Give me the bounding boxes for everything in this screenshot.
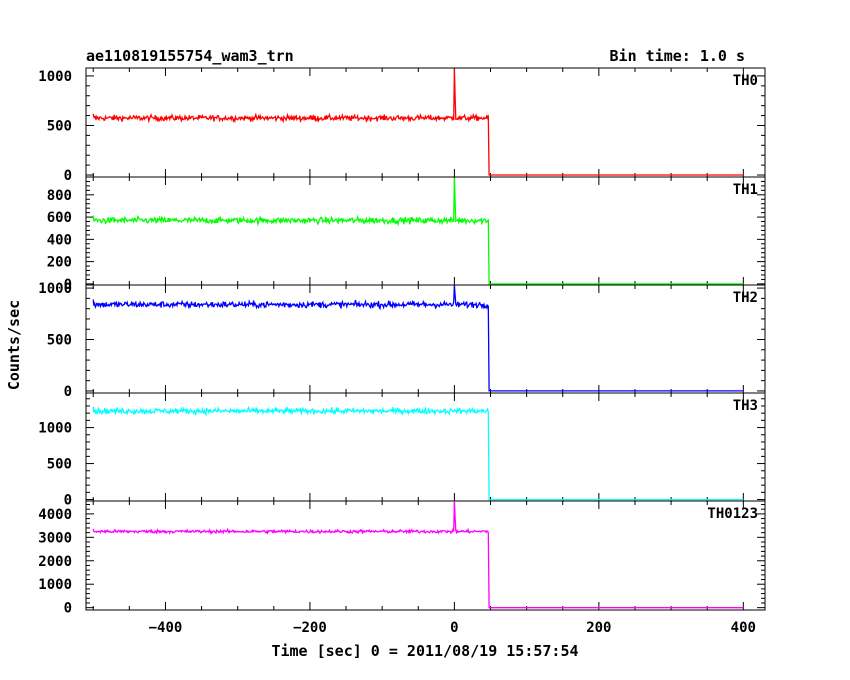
panel-label-th2: TH2: [733, 290, 758, 306]
panel-label-th0: TH0: [733, 73, 758, 89]
y-tick-label-th2: 500: [47, 333, 72, 349]
y-tick-label-th0123: 4000: [38, 507, 72, 523]
y-tick-label-th0: 1000: [38, 69, 72, 85]
panels-group: 0 500 1000 TH0 0 200 400 600 800 TH1 0 500 1000 TH2 0 5…: [38, 67, 766, 636]
series-line-th2: [92, 284, 744, 392]
x-tick-label: 0: [450, 620, 458, 636]
series-line-th1: [92, 178, 744, 285]
x-axis-label: Time [sec] 0 = 2011/08/19 15:57:54: [271, 642, 578, 660]
panel-frame-th0: [85, 67, 766, 178]
panel-label-th3: TH3: [733, 398, 758, 414]
panel-label-th1: TH1: [733, 182, 758, 198]
y-tick-label-th0123: 2000: [38, 554, 72, 570]
series-line-th3: [92, 405, 744, 501]
y-tick-label-th3: 500: [47, 457, 72, 473]
y-tick-label-th0123: 0: [64, 601, 72, 617]
y-axis-label: Counts/sec: [5, 300, 23, 390]
bin-time-label: Bin time: 1.0 s: [610, 47, 745, 65]
panel-frame-th2: [85, 284, 766, 394]
panel-frame-th1: [85, 176, 766, 286]
y-tick-label-th0123: 1000: [38, 577, 72, 593]
y-tick-label-th0: 500: [47, 118, 72, 134]
y-tick-label-th1: 200: [47, 255, 72, 271]
y-tick-label-th3: 0: [64, 493, 72, 509]
chart-title: ae110819155754_wam3_trn: [86, 47, 294, 65]
series-line-th0: [92, 68, 744, 176]
panel-frame-th0123: [85, 500, 766, 611]
y-tick-label-th0: 0: [64, 168, 72, 184]
series-line-th0123: [92, 500, 744, 609]
x-tick-label: −200: [293, 620, 327, 636]
y-tick-label-th1: 600: [47, 210, 72, 226]
y-tick-label-th2: 0: [64, 384, 72, 400]
x-tick-label: 400: [731, 620, 756, 636]
y-tick-label-th1: 0: [64, 277, 72, 293]
y-tick-label-th0123: 3000: [38, 530, 72, 546]
x-tick-label: 200: [586, 620, 611, 636]
x-tick-label: −400: [149, 620, 183, 636]
y-tick-label-th2: 1000: [38, 281, 72, 297]
y-tick-label-th1: 800: [47, 188, 72, 204]
y-tick-label-th3: 1000: [38, 421, 72, 437]
y-tick-label-th1: 400: [47, 232, 72, 248]
panel-label-th0123: TH0123: [707, 506, 758, 522]
